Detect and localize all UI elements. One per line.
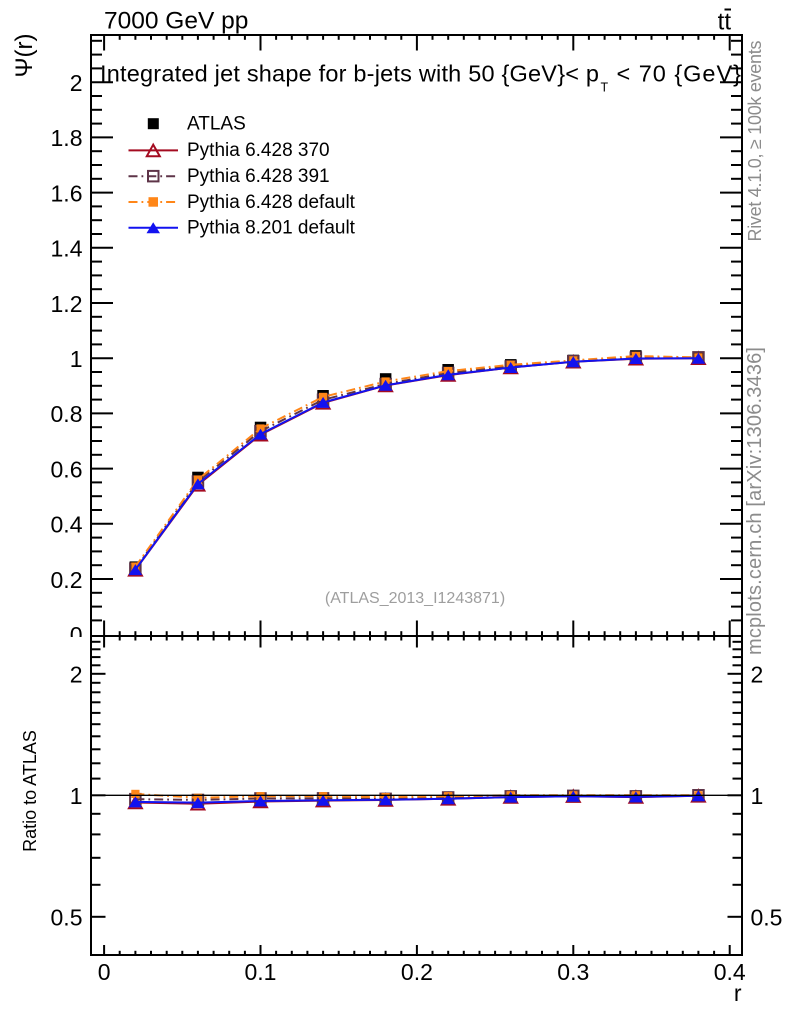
svg-text:Pythia 6.428 391: Pythia 6.428 391: [187, 166, 330, 187]
svg-text:Pythia 8.201 default: Pythia 8.201 default: [187, 218, 356, 239]
svg-text:Integrated jet shape for b-jet: Integrated jet shape for b-jets with 50 …: [100, 61, 599, 87]
svg-text:< 70 {GeV}: < 70 {GeV}: [609, 61, 741, 87]
svg-text:0.6: 0.6: [51, 456, 83, 482]
svg-text:0.2: 0.2: [51, 567, 83, 593]
svg-text:0.3: 0.3: [557, 959, 589, 985]
svg-text:Rivet 4.1.0, ≥ 100k events: Rivet 4.1.0, ≥ 100k events: [745, 41, 765, 242]
svg-text:r: r: [734, 980, 742, 1006]
svg-text:Pythia 6.428 default: Pythia 6.428 default: [187, 192, 356, 213]
svg-text:7000 GeV pp: 7000 GeV pp: [104, 8, 248, 35]
svg-text:(ATLAS_2013_I1243871): (ATLAS_2013_I1243871): [325, 590, 505, 607]
svg-text:2: 2: [751, 662, 764, 688]
svg-text:ATLAS: ATLAS: [187, 114, 246, 135]
svg-text:1: 1: [70, 346, 83, 372]
svg-text:0.2: 0.2: [401, 959, 433, 985]
svg-text:0: 0: [70, 622, 83, 648]
svg-text:Ratio to ATLAS: Ratio to ATLAS: [20, 730, 40, 852]
svg-text:2: 2: [70, 662, 83, 688]
svg-text:0.1: 0.1: [245, 959, 277, 985]
svg-text:Pythia 6.428 370: Pythia 6.428 370: [187, 140, 330, 161]
svg-text:1.2: 1.2: [51, 291, 83, 317]
svg-text:Ψ(r): Ψ(r): [11, 33, 38, 77]
svg-text:mcplots.cern.ch [arXiv:1306.34: mcplots.cern.ch [arXiv:1306.3436]: [744, 347, 766, 655]
svg-text:1: 1: [70, 783, 83, 809]
svg-text:1.6: 1.6: [51, 180, 83, 206]
svg-text:T: T: [601, 80, 609, 94]
svg-text:tt: tt: [718, 9, 732, 36]
svg-text:1.8: 1.8: [51, 125, 83, 151]
svg-text:2: 2: [70, 70, 83, 96]
svg-text:0.5: 0.5: [751, 905, 783, 931]
svg-text:0.8: 0.8: [51, 401, 83, 427]
svg-text:0: 0: [98, 959, 111, 985]
svg-text:1: 1: [751, 783, 764, 809]
svg-text:0.4: 0.4: [714, 959, 746, 985]
svg-text:1.4: 1.4: [51, 236, 83, 262]
svg-text:0.5: 0.5: [51, 905, 83, 931]
svg-text:0.4: 0.4: [51, 512, 83, 538]
